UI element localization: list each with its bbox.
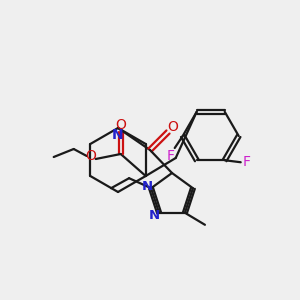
Text: N: N xyxy=(148,209,160,222)
Text: F: F xyxy=(243,155,251,169)
Text: O: O xyxy=(168,120,178,134)
Text: N: N xyxy=(142,180,153,193)
Text: N: N xyxy=(112,128,124,142)
Text: O: O xyxy=(85,149,96,163)
Text: O: O xyxy=(115,118,126,132)
Text: F: F xyxy=(167,149,175,163)
